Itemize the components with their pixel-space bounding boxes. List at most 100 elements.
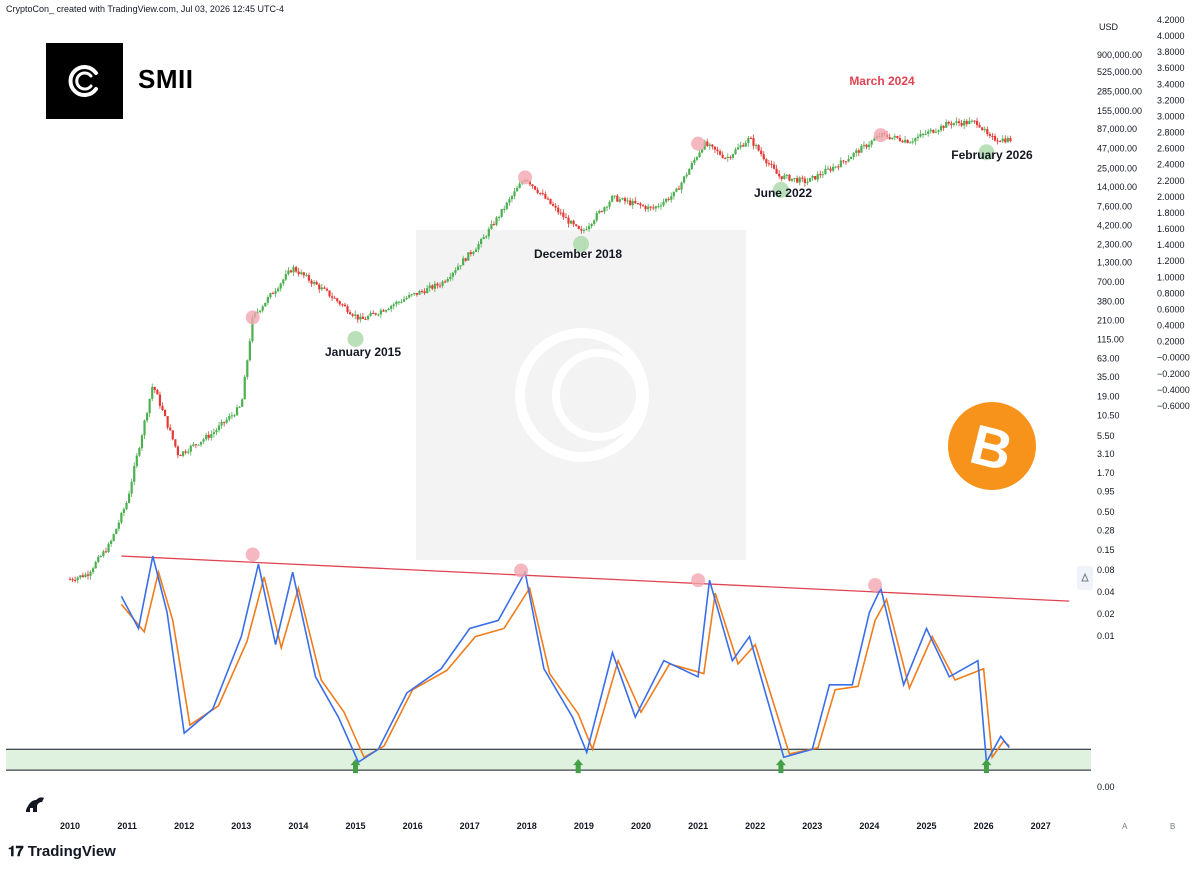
price-candle [446,279,449,282]
price-tick-label: 155,000.00 [1097,106,1142,116]
x-tick-label: 2016 [403,821,423,831]
price-candle [341,304,344,306]
price-candle [957,121,961,123]
price-candle [852,152,855,157]
price-candle [156,389,159,395]
price-candle [801,177,804,179]
price-candle [279,283,282,289]
price-candle [133,465,136,482]
price-candle [862,144,866,146]
price-candle [184,451,187,453]
price-candle [623,198,627,202]
price-candle [937,130,940,132]
price-tick-label: 25,000.00 [1097,164,1137,174]
indicator-tick-label: −0.6000 [1157,401,1190,411]
price-candle [117,522,120,529]
price-candle [395,301,398,305]
price-candle [420,291,424,293]
price-candle [649,206,652,208]
price-candle [449,276,452,280]
price-candle [760,150,763,155]
price-candle [551,204,555,206]
price-tick-label: 0.28 [1097,525,1115,535]
price-candle [536,189,539,193]
price-candle [677,188,681,190]
price-tick-label: 87,000.00 [1097,124,1137,134]
indicator-tick-label: 4.2000 [1157,15,1185,25]
price-candle [464,258,467,261]
price-tick-label: 19.00 [1097,392,1120,402]
price-candle [402,299,406,302]
price-candle [641,205,645,207]
price-candle [659,205,663,207]
price-candle [528,181,532,185]
price-candle [621,198,624,200]
price-candle [480,239,483,245]
price-candle [927,131,930,134]
log-scale-button[interactable]: B [1170,822,1175,831]
price-tick-label: 285,000.00 [1097,86,1142,96]
price-candle [857,150,860,153]
price-candle [282,279,285,284]
price-candle [151,387,154,399]
price-candle [115,528,118,535]
price-candle [503,208,506,210]
price-candle [86,574,90,576]
price-candle [241,399,244,407]
price-candle [832,166,835,171]
indicator-tick-label: 0.4000 [1157,321,1185,331]
dinosaur-icon [26,797,44,812]
price-candle [929,129,932,132]
price-tick-label: 0.01 [1097,631,1115,641]
price-candle [778,173,781,177]
price-candle [726,156,729,158]
price-candle [670,196,673,200]
price-candle [343,304,347,307]
price-candle [616,195,619,202]
price-candle [336,298,339,302]
price-candle [143,420,146,436]
price-candle [575,224,578,226]
price-candle [557,207,560,213]
price-candle [564,217,568,219]
price-candle [634,200,637,204]
price-candle [706,141,709,146]
price-candle [636,203,639,205]
price-candle [405,297,408,300]
price-trough-marker [573,235,590,252]
price-candle [467,252,470,261]
indicator-peak-marker [514,563,529,578]
price-candle [652,207,655,209]
price-candle [587,226,591,230]
price-candle [110,540,113,544]
price-candle [212,432,215,434]
price-candle [366,316,370,320]
price-candle [598,210,601,213]
price-candle [269,293,272,298]
price-candle [742,145,745,147]
price-candle [390,305,393,309]
price-candle [919,134,922,137]
price-candle [125,502,128,510]
price-candle [901,140,904,143]
price-candle [618,199,621,202]
price-candle [410,294,413,296]
price-candle [138,448,141,456]
price-tick-label: 14,000.00 [1097,182,1137,192]
indicator-tick-label: −0.0000 [1157,353,1190,363]
x-tick-label: 2010 [60,821,80,831]
price-candle [413,293,416,295]
price-candle [194,444,198,446]
price-candle [870,140,873,145]
annotation-march-2024: March 2024 [849,74,915,88]
price-tick-label: 2,300.00 [1097,239,1132,249]
price-candle [192,444,195,446]
trendline [121,555,1070,602]
price-candle [153,387,156,390]
price-candle [847,159,850,162]
auto-scale-button[interactable]: A [1122,822,1128,831]
indicator-peak-marker [691,573,706,588]
price-candle [328,290,331,297]
scale-toggle-icon[interactable] [1077,566,1093,590]
